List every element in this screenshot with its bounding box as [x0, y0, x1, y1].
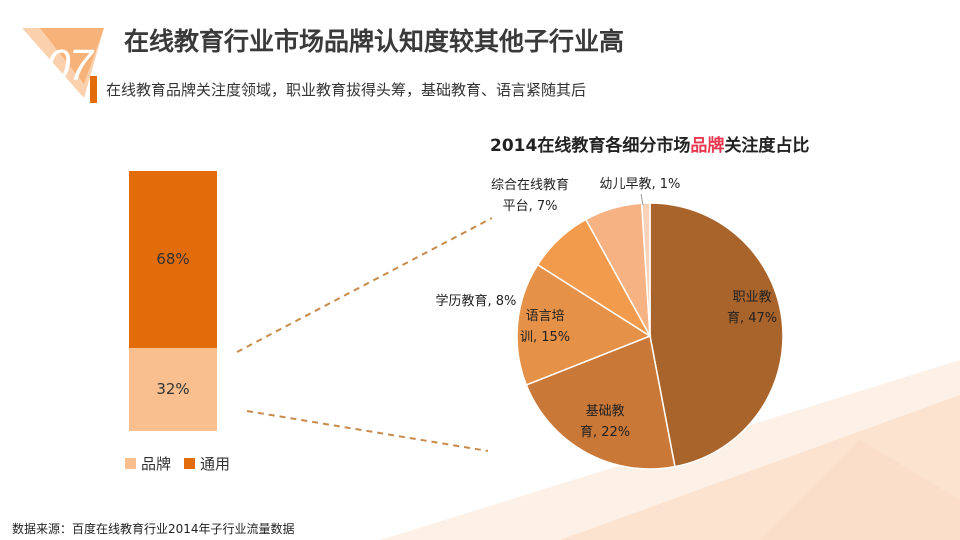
connector-dashed-line-1 [246, 410, 489, 452]
pie-slice-0 [649, 202, 784, 468]
pie-slice-label-4: 综合在线教育 平台, 7% [491, 178, 570, 214]
pie-slice-5 [640, 202, 651, 337]
section-number: 07 [46, 41, 94, 90]
connector-dashed-line-0 [236, 217, 493, 353]
legend-label-brand: 品牌 [141, 455, 172, 473]
legend-swatch-general [184, 458, 195, 469]
bar-data-label-brand: 32% [156, 380, 190, 399]
subtitle-accent-bar [90, 76, 97, 103]
pie-slice-1 [525, 334, 676, 470]
bar-data-label-general: 68% [156, 250, 190, 269]
data-source-note: 数据来源：百度在线教育行业2014年子行业流量数据 [12, 522, 295, 536]
page-subtitle: 在线教育品牌关注度领域，职业教育拔得头筹，基础教育、语言紧随其后 [106, 81, 587, 99]
pie-title-suffix: 关注度占比 [724, 136, 810, 156]
pie-slice-label-2: 语言培 训, 15% [520, 309, 571, 345]
pie-slice-label-3: 学历教育, 8% [435, 293, 517, 309]
legend-item-general: 通用 [184, 453, 230, 474]
legend-label-general: 通用 [200, 455, 231, 473]
bar-segment-general: 68% [129, 171, 217, 348]
section-number-badge: 07 [22, 28, 104, 98]
page-title: 在线教育行业市场品牌认知度较其他子行业高 [124, 27, 625, 56]
pie-slice-label-0: 职业教 育, 47% [727, 290, 778, 326]
pie-title-highlight: 品牌 [690, 136, 725, 156]
legend-item-brand: 品牌 [125, 453, 171, 474]
pie-title-prefix: 2014在线教育各细分市场 [490, 136, 691, 156]
pie-slice-label-1: 基础教 育, 22% [580, 404, 631, 440]
pie-slice-2 [516, 263, 652, 386]
legend-swatch-brand [125, 458, 136, 469]
pie-leader-line [640, 193, 644, 206]
bar-segment-brand: 32% [129, 347, 217, 431]
pie-slice-label-5: 幼儿早教, 1% [599, 176, 681, 192]
pie-chart-title: 2014在线教育各细分市场品牌关注度占比 [490, 131, 809, 156]
